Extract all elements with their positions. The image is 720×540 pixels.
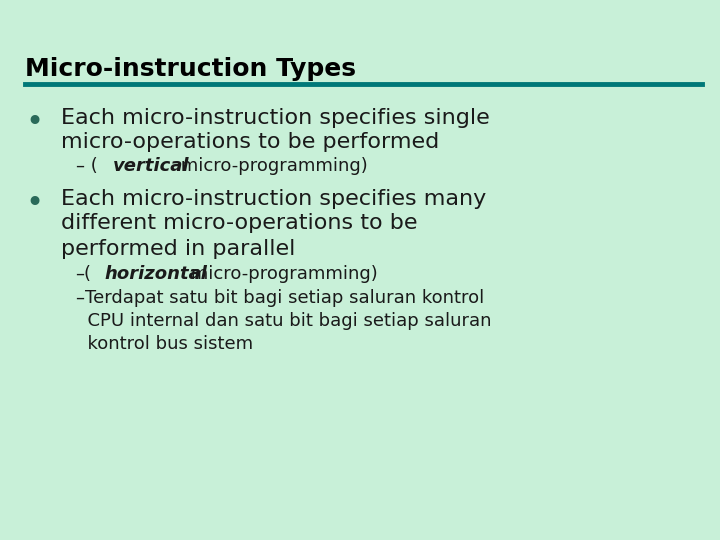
Text: Micro-instruction Types: Micro-instruction Types <box>25 57 356 80</box>
Text: CPU internal dan satu bit bagi setiap saluran: CPU internal dan satu bit bagi setiap sa… <box>76 312 491 330</box>
Text: different micro-operations to be: different micro-operations to be <box>61 213 418 233</box>
Text: •: • <box>25 108 43 137</box>
Text: –Terdapat satu bit bagi setiap saluran kontrol: –Terdapat satu bit bagi setiap saluran k… <box>76 289 484 307</box>
Text: – (: – ( <box>76 157 97 174</box>
Text: Each micro-instruction specifies many: Each micro-instruction specifies many <box>61 189 487 209</box>
Text: •: • <box>25 189 43 218</box>
Text: vertical: vertical <box>113 157 189 174</box>
Text: micro-operations to be performed: micro-operations to be performed <box>61 132 439 152</box>
Text: kontrol bus sistem: kontrol bus sistem <box>76 335 253 353</box>
Text: –(: –( <box>76 265 91 282</box>
Text: horizontal: horizontal <box>104 265 207 282</box>
Text: micro-programming): micro-programming) <box>185 265 378 282</box>
Text: Each micro-instruction specifies single: Each micro-instruction specifies single <box>61 108 490 128</box>
Text: micro-programming): micro-programming) <box>175 157 368 174</box>
Text: performed in parallel: performed in parallel <box>61 239 296 259</box>
